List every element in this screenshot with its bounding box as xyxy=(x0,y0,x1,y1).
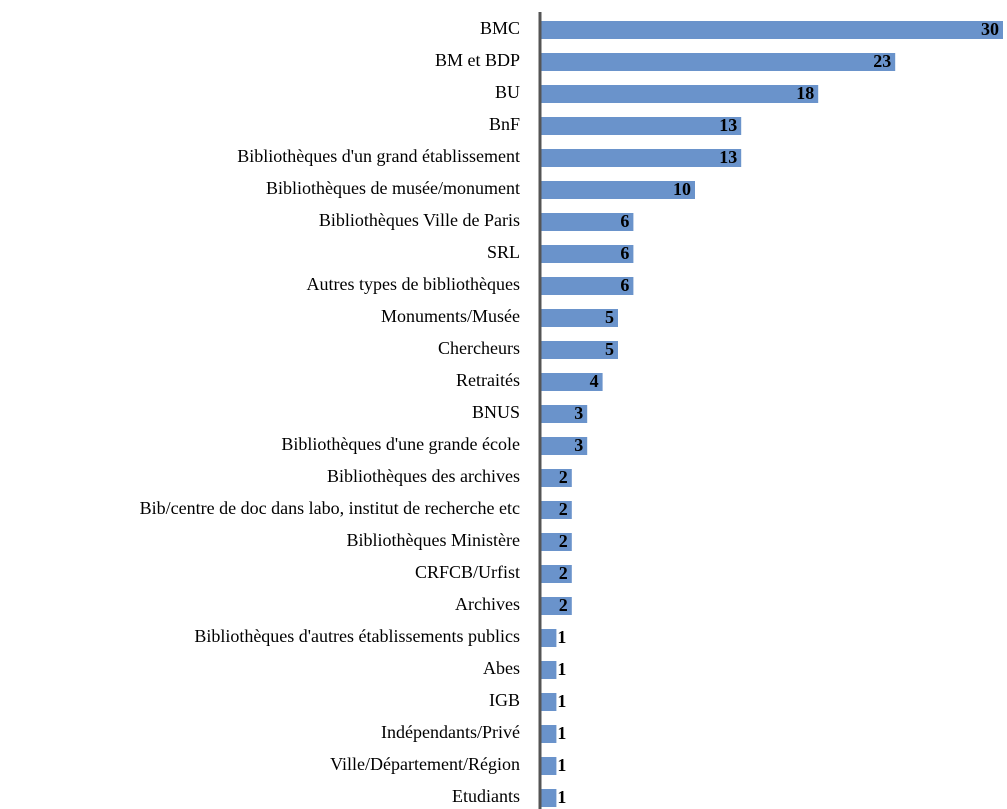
bar xyxy=(541,533,572,551)
bar xyxy=(541,757,557,775)
category-label: Bibliothèques Ville de Paris xyxy=(319,210,520,230)
category-label: Bibliothèques d'un grand établissement xyxy=(237,146,520,166)
bar xyxy=(541,117,742,135)
category-label: Chercheurs xyxy=(438,338,520,358)
bar xyxy=(541,597,572,615)
category-label: BnF xyxy=(489,114,520,134)
bar xyxy=(541,21,1003,39)
value-label: 1 xyxy=(557,627,566,647)
category-label: Monuments/Musée xyxy=(381,306,520,326)
category-label: SRL xyxy=(487,242,520,262)
category-label: BNUS xyxy=(472,402,520,422)
bar xyxy=(541,437,588,455)
value-label: 30 xyxy=(981,19,999,39)
category-label: Bibliothèques des archives xyxy=(327,466,520,486)
bar xyxy=(541,629,557,647)
value-label: 1 xyxy=(557,723,566,743)
value-label: 13 xyxy=(719,147,737,167)
bar xyxy=(541,501,572,519)
category-label: CRFCB/Urfist xyxy=(415,562,520,582)
bar xyxy=(541,405,588,423)
value-label: 1 xyxy=(557,755,566,775)
value-label: 1 xyxy=(557,787,566,807)
value-label: 2 xyxy=(559,563,568,583)
value-label: 10 xyxy=(673,179,691,199)
bar xyxy=(541,789,557,807)
category-label: IGB xyxy=(489,690,520,710)
bar xyxy=(541,149,742,167)
value-label: 6 xyxy=(620,211,629,231)
category-label: Bibliothèques d'autres établissements pu… xyxy=(194,626,520,646)
bar xyxy=(541,469,572,487)
bar xyxy=(541,341,618,359)
bar xyxy=(541,85,819,103)
value-label: 18 xyxy=(796,83,814,103)
value-label: 13 xyxy=(719,115,737,135)
value-label: 4 xyxy=(590,371,599,391)
category-label: Autres types de bibliothèques xyxy=(307,274,520,294)
category-label: Bibliothèques de musée/monument xyxy=(266,178,520,198)
category-label: Retraités xyxy=(456,370,520,390)
bar xyxy=(541,725,557,743)
category-label: Abes xyxy=(483,658,520,678)
value-label: 2 xyxy=(559,595,568,615)
bar xyxy=(541,373,603,391)
category-label: Archives xyxy=(455,594,520,614)
value-label: 5 xyxy=(605,307,614,327)
value-label: 1 xyxy=(557,691,566,711)
category-label: Bibliothèques d'une grande école xyxy=(281,434,520,454)
category-label: BMC xyxy=(480,18,520,38)
bar xyxy=(541,661,557,679)
category-label: BU xyxy=(495,82,520,102)
value-label: 2 xyxy=(559,531,568,551)
value-label: 2 xyxy=(559,467,568,487)
category-label: BM et BDP xyxy=(435,50,520,70)
value-label: 6 xyxy=(620,275,629,295)
bar xyxy=(541,309,618,327)
value-label: 1 xyxy=(557,659,566,679)
value-label: 3 xyxy=(574,435,583,455)
bar xyxy=(541,277,634,295)
value-label: 23 xyxy=(873,51,891,71)
bar xyxy=(541,693,557,711)
category-label: Bib/centre de doc dans labo, institut de… xyxy=(140,498,520,518)
value-label: 6 xyxy=(620,243,629,263)
category-label: Bibliothèques Ministère xyxy=(347,530,520,550)
category-label: Ville/Département/Région xyxy=(330,754,520,774)
bar xyxy=(541,213,634,231)
value-label: 3 xyxy=(574,403,583,423)
category-label: Indépendants/Privé xyxy=(381,722,520,742)
bar xyxy=(541,53,896,71)
bar xyxy=(541,565,572,583)
value-label: 2 xyxy=(559,499,568,519)
bar xyxy=(541,181,695,199)
value-label: 5 xyxy=(605,339,614,359)
bar xyxy=(541,245,634,263)
category-label: Etudiants xyxy=(452,786,520,806)
